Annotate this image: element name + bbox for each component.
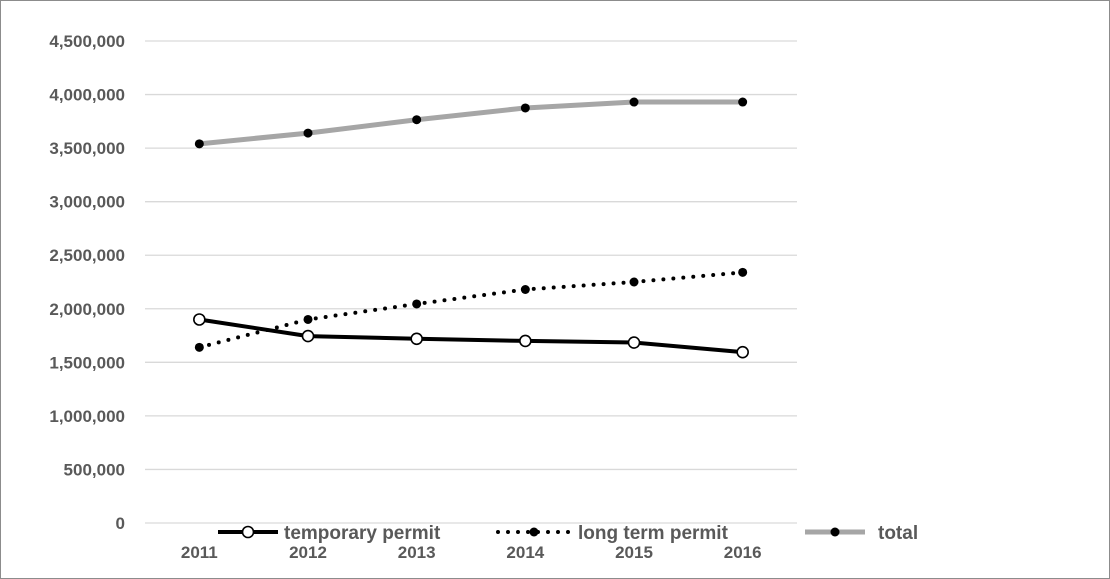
y-tick-label: 4,500,000 (49, 32, 125, 51)
y-tick-label: 2,500,000 (49, 246, 125, 265)
legend-marker-total (830, 527, 840, 537)
data-point-temporary-permit (627, 336, 641, 349)
legend-label-total: total (878, 523, 918, 544)
x-tick-label: 2016 (724, 543, 762, 562)
data-point-total (303, 128, 313, 138)
x-tick-label: 2012 (289, 543, 327, 562)
y-tick-label: 3,000,000 (49, 193, 125, 212)
data-point-total (412, 115, 422, 125)
y-tick-label: 4,000,000 (49, 86, 125, 105)
legend: temporary permit long term permit total (218, 523, 918, 544)
data-point-temporary-permit (736, 345, 749, 359)
y-tick-label: 500,000 (64, 460, 125, 479)
data-point-total (738, 97, 748, 107)
data-point-long-term-permit (194, 342, 204, 352)
y-tick-label: 1,000,000 (49, 407, 125, 426)
series-lines (193, 97, 749, 359)
data-point-total (520, 103, 530, 113)
legend-label-temporary-permit: temporary permit (284, 523, 441, 544)
y-tick-label: 1,500,000 (49, 353, 125, 372)
data-point-long-term-permit (303, 314, 313, 324)
data-point-long-term-permit (412, 299, 422, 309)
legend-marker-long-term-permit (529, 527, 539, 537)
legend-label-long-term-permit: long term permit (578, 523, 729, 544)
data-point-long-term-permit (520, 284, 530, 294)
y-tick-label: 3,500,000 (49, 139, 125, 158)
data-point-long-term-permit (629, 277, 639, 287)
data-point-long-term-permit (738, 267, 748, 277)
y-tick-label: 0 (116, 514, 125, 533)
x-axis-tick-labels: 2011 2012 2013 2014 2015 2016 (181, 543, 762, 562)
data-point-total (629, 97, 639, 107)
legend-marker-temporary-permit (241, 525, 255, 539)
x-tick-label: 2015 (615, 543, 653, 562)
y-tick-label: 2,000,000 (49, 300, 125, 319)
x-tick-label: 2011 (181, 543, 218, 562)
x-tick-label: 2014 (506, 543, 544, 562)
series-line-total (196, 99, 746, 147)
data-point-temporary-permit (519, 334, 532, 348)
series-line-long-term-permit (197, 270, 745, 350)
data-point-temporary-permit (410, 332, 423, 346)
data-point-temporary-permit (193, 313, 206, 326)
gridlines (145, 40, 797, 524)
y-axis-tick-labels: 0 500,000 1,000,000 1,500,000 2,000,000 2,500… (49, 32, 125, 533)
data-point-total (194, 139, 204, 149)
data-point-temporary-permit (301, 329, 315, 343)
series-line-temporary-permit (197, 317, 745, 355)
x-tick-label: 2013 (398, 543, 436, 562)
